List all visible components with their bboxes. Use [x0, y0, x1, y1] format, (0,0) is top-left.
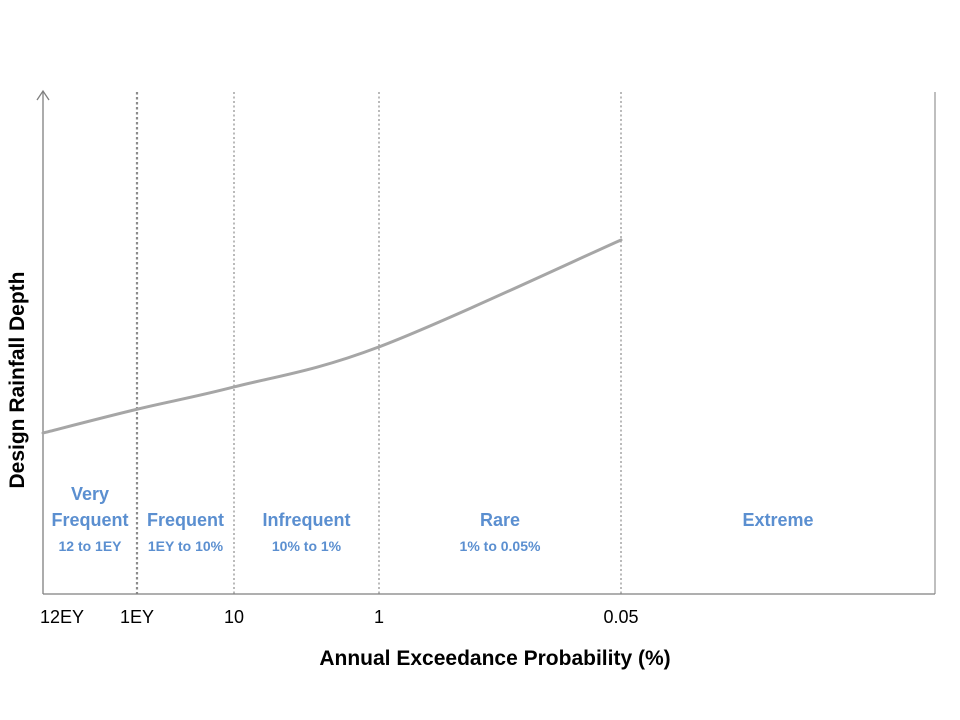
zone-range: 1% to 0.05%	[460, 538, 541, 554]
zone-range: 12 to 1EY	[58, 538, 122, 554]
zone-name: Frequent	[147, 510, 224, 530]
zone-name: Frequent	[51, 510, 128, 530]
x-tick-label: 1	[374, 607, 384, 627]
x-tick-label: 0.05	[603, 607, 638, 627]
zone-range: 10% to 1%	[272, 538, 342, 554]
x-tick-label: 12EY	[40, 607, 84, 627]
y-axis-title: Design Rainfall Depth	[6, 271, 29, 488]
zone-dividers	[135, 92, 622, 594]
zone-name: Rare	[480, 510, 520, 530]
x-tick-label: 1EY	[120, 607, 154, 627]
zone-name: Extreme	[742, 510, 813, 530]
zone-name: Infrequent	[263, 510, 351, 530]
zone-range: 1EY to 10%	[148, 538, 224, 554]
y-axis-arrow-icon	[36, 89, 50, 101]
x-axis-title: Annual Exceedance Probability (%)	[319, 647, 670, 670]
axes	[36, 89, 936, 595]
series-line	[41, 238, 623, 435]
x-tick-label: 10	[224, 607, 244, 627]
zone-labels: Very Frequent 12 to 1EY Frequent 1EY to 10% I…	[51, 484, 813, 554]
zone-name: Very	[71, 484, 109, 504]
x-tick-labels: 12EY 1EY 10 1 0.05	[40, 607, 639, 627]
